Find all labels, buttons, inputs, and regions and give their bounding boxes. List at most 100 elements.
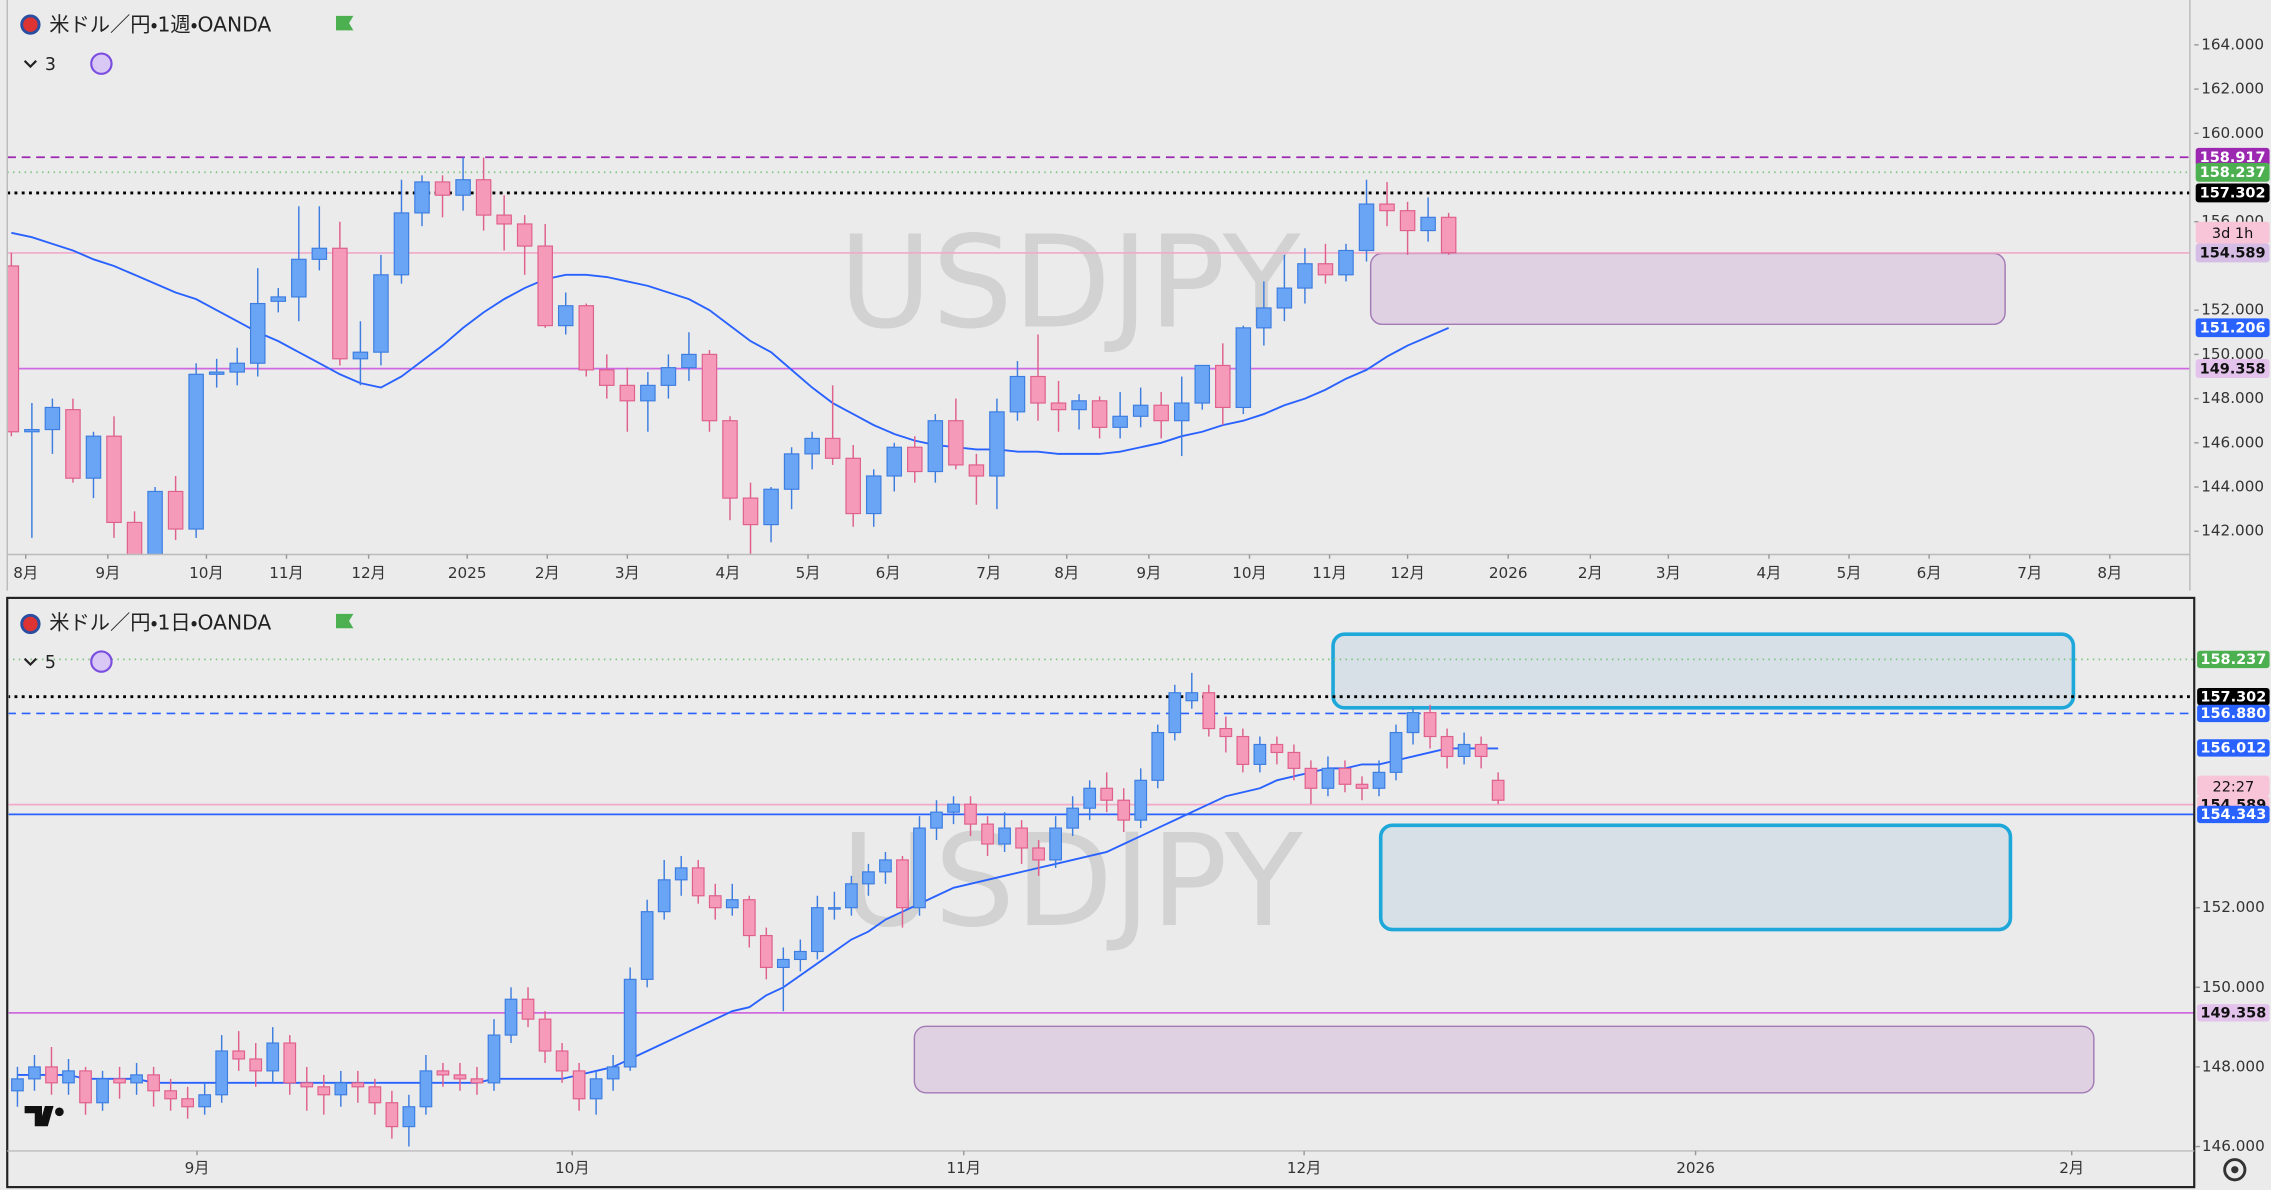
candle-body — [776, 958, 790, 968]
candle-body — [681, 353, 697, 369]
candle-body — [164, 1090, 177, 1100]
candle-body — [300, 1082, 314, 1088]
candle-body — [266, 1042, 280, 1072]
candle-body — [599, 369, 615, 386]
candle-body — [862, 871, 875, 885]
candle-body — [947, 803, 960, 813]
price-tag-label: 149.358 — [2200, 361, 2266, 377]
zone-box — [1369, 252, 2006, 326]
x-tick-label: 6月 — [1917, 564, 1942, 582]
candle-body — [167, 490, 184, 530]
price-tag — [2195, 162, 2270, 182]
candle-body — [1256, 307, 1272, 329]
candle-body — [1399, 210, 1416, 232]
price-tag — [2197, 687, 2270, 706]
y-tick-label: 144.000 — [2201, 478, 2264, 496]
candle-body — [907, 446, 923, 473]
indicator-count: 5 — [45, 653, 56, 673]
candle-body — [742, 899, 756, 937]
price-tag-label: 158.917 — [2200, 150, 2266, 166]
price-tag-label: 157.302 — [2200, 689, 2266, 705]
candle-body — [640, 911, 654, 980]
collapse-chevron[interactable] — [23, 60, 37, 69]
market-flag[interactable] — [336, 15, 354, 31]
candle-body — [845, 883, 858, 909]
price-tag — [2195, 318, 2270, 338]
candle-body — [1423, 712, 1437, 738]
candle-body — [393, 212, 410, 276]
x-tick-label: 2026 — [1676, 1159, 1715, 1177]
indicator-count: 3 — [45, 55, 56, 75]
x-tick-label: 2026 — [1489, 564, 1528, 582]
collapse-chevron[interactable] — [23, 657, 37, 667]
x-tick-label: 5月 — [796, 564, 821, 582]
candle-body — [232, 1050, 246, 1060]
candle-body — [436, 1070, 450, 1076]
candle-body — [930, 811, 943, 829]
x-tick-label: 7月 — [2017, 564, 2042, 582]
candle-body — [45, 1066, 58, 1084]
candle-body — [793, 950, 807, 961]
candle-body — [879, 859, 892, 873]
y-tick-label: 142.000 — [2201, 522, 2264, 540]
price-tag-label: 158.237 — [2200, 652, 2266, 668]
y-tick-label: 148.000 — [2201, 389, 2264, 407]
gear-center — [2231, 1166, 2239, 1174]
candle-body — [1185, 692, 1199, 702]
candle-body — [1132, 404, 1149, 417]
candle-body — [981, 823, 994, 845]
candle-body — [623, 978, 637, 1068]
candle-body — [317, 1086, 331, 1096]
candle-body — [1474, 743, 1488, 758]
candle-body — [352, 351, 369, 360]
candle-body — [804, 437, 820, 455]
gear-icon — [2223, 1158, 2247, 1182]
candle-body — [453, 1074, 467, 1080]
y-tick-label: 150.000 — [2202, 978, 2265, 996]
tradingview-logo[interactable] — [24, 1106, 64, 1127]
zone-box — [1378, 823, 2013, 932]
x-tick-label: 11月 — [946, 1159, 981, 1177]
candle-body — [126, 521, 143, 555]
symbol-flag — [20, 613, 41, 635]
sync-icon[interactable] — [90, 650, 113, 673]
sync-icon[interactable] — [90, 52, 113, 75]
candle-body — [332, 247, 348, 360]
candle-body — [516, 223, 533, 247]
price-tag — [2195, 147, 2270, 167]
candle-body — [537, 245, 553, 327]
x-tick-label: 4月 — [716, 564, 741, 582]
candle-body — [1297, 263, 1313, 289]
x-tick-label: 8月 — [2097, 564, 2122, 582]
candle-body — [578, 305, 595, 371]
candle-body — [96, 1078, 109, 1104]
market-flag[interactable] — [336, 613, 354, 629]
candle-body — [208, 371, 225, 375]
y-tick-label: 162.000 — [2201, 80, 2264, 98]
candle-body — [368, 1086, 382, 1104]
price-tag-label: 154.589 — [2200, 246, 2266, 262]
candle-body — [538, 1018, 552, 1052]
candle-body — [496, 214, 512, 225]
candle-body — [44, 406, 61, 431]
candle-body — [1236, 735, 1250, 765]
candle-body — [763, 488, 779, 526]
price-tag — [2197, 805, 2270, 824]
price-tag-label: 156.880 — [2200, 706, 2266, 722]
candle-body — [1009, 375, 1026, 413]
x-tick-label: 3月 — [615, 564, 640, 582]
settings-button[interactable] — [2223, 1158, 2247, 1182]
candle-body — [311, 247, 328, 260]
candle-body — [619, 384, 636, 402]
weekly-plot: USDJPY — [7, 156, 2190, 555]
countdown-label: 22:27 — [2212, 779, 2254, 795]
candle-body — [24, 428, 40, 433]
candle-body — [1270, 743, 1284, 754]
candle-body — [487, 1034, 501, 1084]
symbol-title: 米ドル／円・1日・OANDA — [49, 610, 271, 634]
candle-body — [373, 274, 389, 353]
candle-body — [845, 457, 861, 515]
candle-body — [504, 998, 518, 1036]
x-tick-label: 3月 — [1656, 564, 1681, 582]
candle-body — [419, 1070, 433, 1108]
